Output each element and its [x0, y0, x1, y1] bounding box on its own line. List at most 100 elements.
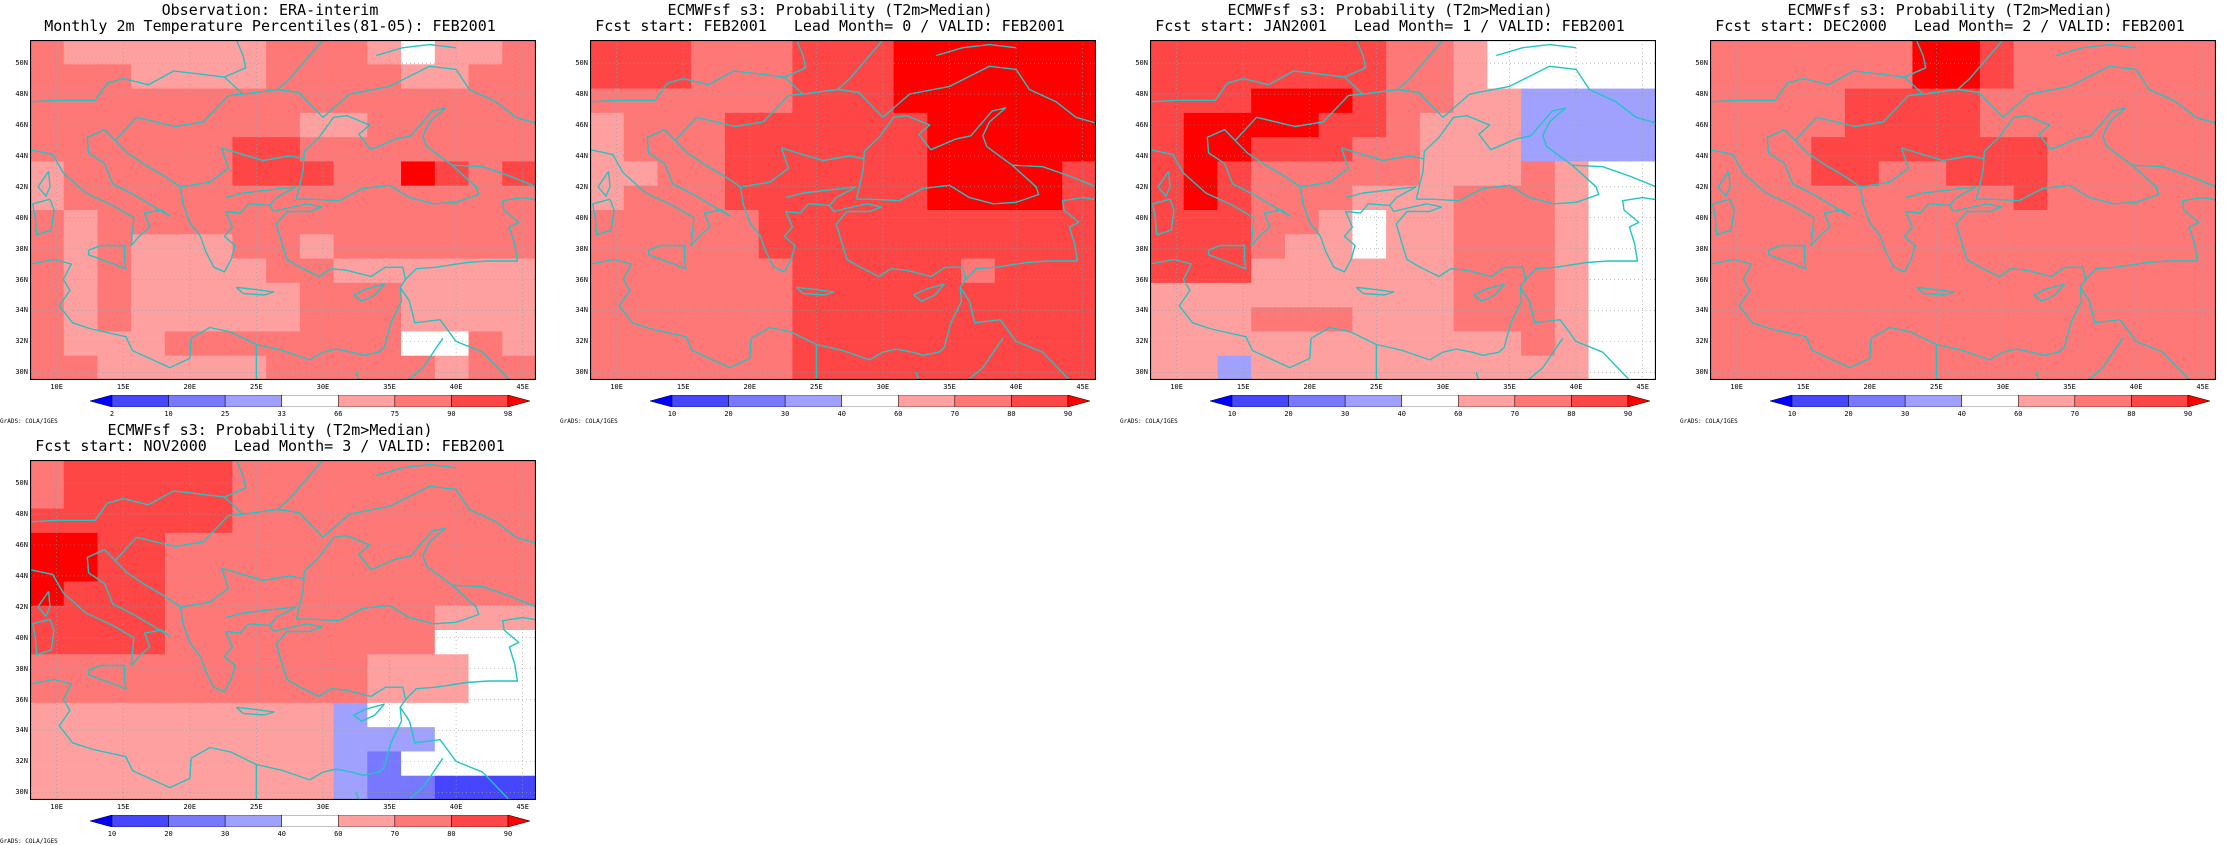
- grid-cell: [1150, 112, 1185, 138]
- grid-cell: [927, 137, 962, 163]
- grid-cell: [198, 88, 233, 114]
- grid-cell: [1588, 234, 1623, 260]
- grid-cell: [401, 210, 436, 235]
- grid-cell: [1217, 40, 1252, 65]
- lat-tick-label: 30N: [1135, 368, 1148, 377]
- grid-cell: [1554, 282, 1590, 308]
- grid-cell: [1811, 40, 1846, 65]
- grid-cell: [1878, 282, 1913, 308]
- grid-cell: [468, 112, 503, 138]
- colorbar-segment: [90, 815, 113, 827]
- grid-cell: [468, 630, 503, 655]
- grid-cell: [1588, 137, 1623, 163]
- grid-cell: [1150, 331, 1185, 357]
- grid-cell: [1844, 307, 1880, 333]
- grid-cell: [2047, 355, 2082, 380]
- grid-cell: [333, 508, 368, 534]
- grid-cell: [502, 581, 536, 607]
- grid-cell: [1743, 64, 1779, 90]
- grid-cell: [792, 185, 827, 211]
- grid-cell: [1251, 355, 1286, 380]
- grid-cell: [590, 137, 625, 163]
- grid-cell: [131, 185, 166, 211]
- lat-tick-label: 32N: [575, 337, 588, 346]
- grid-cell: [1521, 331, 1556, 357]
- coastline: [936, 43, 1017, 57]
- grid-cell: [1453, 234, 1488, 260]
- grid-cell: [792, 355, 827, 380]
- grid-cell: [623, 112, 659, 138]
- grid-cell: [1183, 355, 1219, 380]
- grid-cell: [758, 331, 793, 357]
- lat-tick-label: 48N: [1135, 90, 1148, 99]
- grid-cell: [468, 508, 503, 534]
- grid-cell: [502, 282, 536, 308]
- grads-credit: GrADS: COLA/IGES: [560, 418, 618, 425]
- grid-cell: [30, 234, 65, 260]
- grid-cell: [1622, 234, 1656, 260]
- grid-cell: [1251, 234, 1286, 260]
- grid-cell: [1217, 64, 1252, 90]
- colorbar: [90, 815, 530, 827]
- grid-cell: [1878, 88, 1913, 114]
- grid-cell: [63, 88, 99, 114]
- grid-cell: [1453, 307, 1488, 333]
- grid-cell: [1912, 161, 1947, 187]
- grid-cell: [590, 258, 625, 284]
- colorbar-svg: [90, 815, 530, 827]
- grid-cell: [994, 112, 1030, 138]
- lon-tick-label: 25E: [250, 803, 263, 811]
- grid-cell: [1028, 331, 1063, 357]
- grid-cell: [468, 605, 503, 631]
- grid-cell: [468, 702, 503, 728]
- grid-cell: [961, 161, 996, 187]
- lat-tick-label: 46N: [575, 121, 588, 129]
- panel-title: ECMWFsf s3: Probability (T2m>Median) Fcs…: [1680, 2, 2220, 34]
- grid-cell: [927, 210, 962, 235]
- grid-cell: [1318, 355, 1353, 380]
- coastline: [674, 93, 804, 141]
- grid-cell: [333, 282, 368, 308]
- coastline: [837, 40, 884, 91]
- grid-cell: [401, 137, 436, 163]
- grid-cell: [97, 112, 132, 138]
- grid-cell: [1487, 112, 1522, 138]
- colorbar-tick-label: 40: [1957, 410, 1966, 418]
- grid-cell: [1622, 331, 1656, 357]
- grid-cell: [1318, 185, 1353, 211]
- coastline: [1015, 69, 1096, 124]
- colorbar-segment: [338, 815, 396, 827]
- grid-cell: [1386, 307, 1421, 333]
- grid-cell: [826, 64, 861, 90]
- grid-cell: [1554, 234, 1590, 260]
- lon-tick-label: 35E: [1503, 383, 1516, 391]
- coastline: [235, 286, 275, 296]
- grid-cell: [97, 282, 132, 308]
- grid-cell: [2148, 137, 2183, 163]
- lon-tick-label: 40E: [449, 383, 463, 391]
- coastline: [1344, 40, 1367, 78]
- grid-cell: [232, 161, 267, 187]
- lon-tick-label: 15E: [676, 383, 690, 391]
- grid-cell: [1710, 307, 1745, 333]
- grid-cell: [1946, 355, 1981, 380]
- grid-cell: [2114, 210, 2150, 235]
- grid-cell: [1743, 137, 1779, 163]
- grid-cell: [859, 112, 895, 138]
- grid-cell: [232, 775, 267, 800]
- grid-cell: [502, 702, 536, 728]
- grid-cell: [927, 234, 962, 260]
- grid-cell: [758, 307, 793, 333]
- grid-cell: [401, 185, 436, 211]
- colorbar-segment: [281, 395, 339, 407]
- grid-cell: [468, 64, 503, 90]
- coastline: [1355, 286, 1395, 296]
- colorbar-segment: [111, 815, 169, 827]
- grid-cell: [502, 355, 536, 380]
- grid-cell: [2182, 331, 2216, 357]
- grid-cell: [30, 112, 65, 138]
- coastline: [32, 198, 55, 236]
- coastline: [1712, 198, 1735, 236]
- grid-cell: [2081, 234, 2116, 260]
- grid-cell: [164, 210, 200, 235]
